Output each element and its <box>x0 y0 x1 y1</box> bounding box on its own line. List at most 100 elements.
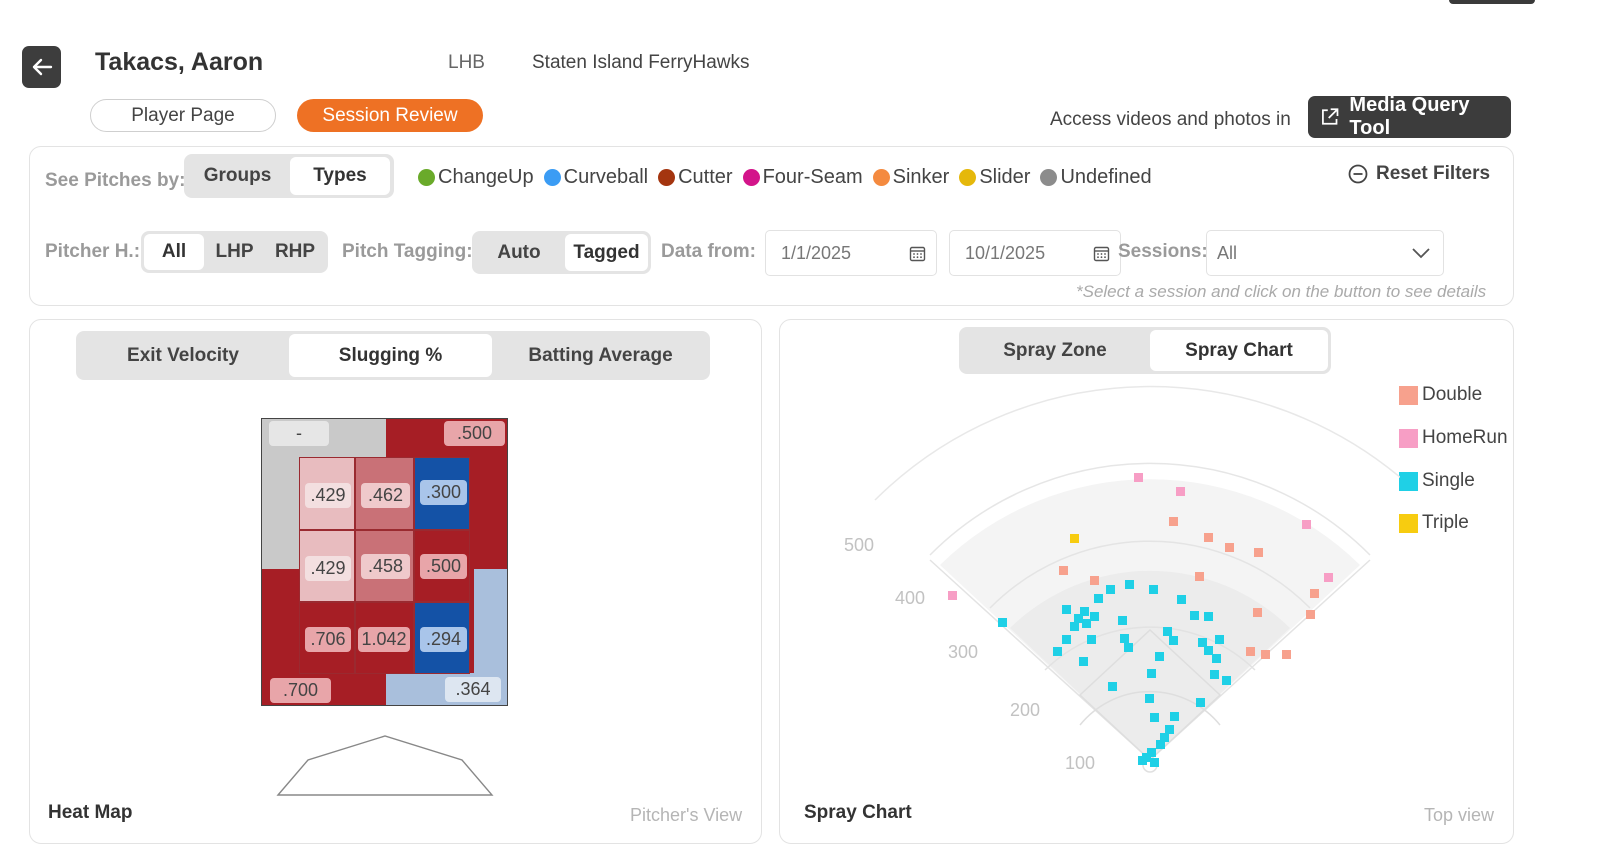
pitch-tagging-auto[interactable]: Auto <box>497 241 541 263</box>
hit-double[interactable] <box>1306 610 1315 619</box>
hit-single[interactable] <box>998 618 1007 627</box>
hit-single[interactable] <box>1145 694 1154 703</box>
curveball-dot-icon <box>543 169 561 186</box>
hit-single[interactable] <box>1169 636 1178 645</box>
hit-single[interactable] <box>1053 647 1062 656</box>
hit-single[interactable] <box>1062 605 1071 614</box>
see-pitches-types[interactable]: Types <box>290 157 390 195</box>
hit-single[interactable] <box>1204 612 1213 621</box>
hit-single[interactable] <box>1124 643 1133 652</box>
pitcher-hand-all[interactable]: All <box>144 234 204 270</box>
hit-single[interactable] <box>1170 712 1179 721</box>
hit-single[interactable] <box>1082 619 1091 628</box>
pitcher-hand-rhp[interactable]: RHP <box>274 241 316 262</box>
hit-homerun[interactable] <box>1134 473 1143 482</box>
hit-single[interactable] <box>1079 657 1088 666</box>
hit-single[interactable] <box>1156 740 1165 749</box>
reset-filters-label: Reset Filters <box>1376 163 1491 184</box>
sessions-select[interactable]: All <box>1206 230 1444 276</box>
reset-filters-button[interactable]: Reset Filters <box>1348 163 1490 185</box>
hit-single[interactable] <box>1062 635 1071 644</box>
legend-cutter[interactable]: Cutter <box>658 166 733 189</box>
hit-single[interactable] <box>1138 756 1147 765</box>
hit-homerun[interactable] <box>1324 573 1333 582</box>
legend-four-seam[interactable]: Four-Seam <box>742 166 863 189</box>
media-query-tool-button[interactable]: Media Query Tool <box>1308 94 1511 139</box>
hit-double[interactable] <box>1246 647 1255 656</box>
hit-single[interactable] <box>1155 652 1164 661</box>
tab-spray-chart[interactable]: Spray Chart <box>1150 330 1328 371</box>
hit-single[interactable] <box>1094 594 1103 603</box>
hit-single[interactable] <box>1118 616 1127 625</box>
hit-single[interactable] <box>1149 585 1158 594</box>
hit-single[interactable] <box>1163 627 1172 636</box>
hit-triple[interactable] <box>1070 534 1079 543</box>
hit-single[interactable] <box>1165 725 1174 734</box>
tab-batting-average[interactable]: Batting Average <box>528 344 673 366</box>
hit-single[interactable] <box>1150 758 1159 767</box>
hit-single[interactable] <box>1198 638 1207 647</box>
zone-label-outer-top-left: - <box>269 421 329 446</box>
hit-single[interactable] <box>1106 585 1115 594</box>
hit-double[interactable] <box>1261 650 1270 659</box>
legend-curveball[interactable]: Curveball <box>543 166 648 189</box>
hit-single[interactable] <box>1090 612 1099 621</box>
legend-sinker[interactable]: Sinker <box>872 166 949 189</box>
hit-single[interactable] <box>1147 669 1156 678</box>
hit-single[interactable] <box>1222 676 1231 685</box>
hit-double[interactable] <box>1254 548 1263 557</box>
hit-double[interactable] <box>1195 572 1204 581</box>
legend-homerun[interactable]: HomeRun <box>1399 427 1508 449</box>
hit-homerun[interactable] <box>1176 487 1185 496</box>
tab-session-review[interactable]: Session Review <box>297 99 483 132</box>
hit-double[interactable] <box>1059 566 1068 575</box>
hit-homerun[interactable] <box>1302 520 1311 529</box>
hit-homerun[interactable] <box>948 591 957 600</box>
calendar-icon[interactable] <box>1093 245 1110 262</box>
legend-triple[interactable]: Triple <box>1399 512 1469 534</box>
calendar-icon[interactable] <box>909 245 926 262</box>
legend-double[interactable]: Double <box>1399 384 1482 406</box>
legend-slider[interactable]: Slider <box>959 166 1030 189</box>
hit-single[interactable] <box>1190 611 1199 620</box>
hit-double[interactable] <box>1090 576 1099 585</box>
hit-single[interactable] <box>1125 580 1134 589</box>
pitcher-hand-lhp[interactable]: LHP <box>215 241 254 262</box>
hit-double[interactable] <box>1225 543 1234 552</box>
hit-single[interactable] <box>1210 670 1219 679</box>
date-to-field[interactable]: 10/1/2025 <box>949 230 1121 276</box>
hit-single[interactable] <box>1070 622 1079 631</box>
date-from-field[interactable]: 1/1/2025 <box>765 230 937 276</box>
hit-single[interactable] <box>1120 634 1129 643</box>
legend-single[interactable]: Single <box>1399 470 1475 492</box>
hit-single[interactable] <box>1177 595 1186 604</box>
hit-single[interactable] <box>1212 654 1221 663</box>
hit-single[interactable] <box>1108 682 1117 691</box>
hit-single[interactable] <box>1147 748 1156 757</box>
hit-single[interactable] <box>1204 646 1213 655</box>
hit-single[interactable] <box>1074 614 1083 623</box>
zone-label-outer-bottom-left: .700 <box>270 678 331 703</box>
tab-player-page[interactable]: Player Page <box>90 99 276 132</box>
see-pitches-groups[interactable]: Groups <box>203 165 272 186</box>
hit-single[interactable] <box>1196 698 1205 707</box>
hit-double[interactable] <box>1310 589 1319 598</box>
pitch-tagging-tagged[interactable]: Tagged <box>565 234 648 271</box>
hit-single[interactable] <box>1150 713 1159 722</box>
player-name: Takacs, Aaron <box>95 48 264 76</box>
legend-changeup[interactable]: ChangeUp <box>418 166 534 189</box>
tab-spray-zone[interactable]: Spray Zone <box>1003 339 1107 361</box>
legend-undefined[interactable]: Undefined <box>1040 166 1152 189</box>
tab-slugging[interactable]: Slugging % <box>289 334 492 377</box>
hit-single[interactable] <box>1160 733 1169 742</box>
hit-double[interactable] <box>1282 650 1291 659</box>
hit-single[interactable] <box>1215 635 1224 644</box>
tab-exit-velocity[interactable]: Exit Velocity <box>127 344 239 366</box>
hit-single[interactable] <box>1080 607 1089 616</box>
hit-double[interactable] <box>1253 608 1262 617</box>
zone-label-1-3: .300 <box>420 480 467 505</box>
hit-double[interactable] <box>1169 517 1178 526</box>
back-button[interactable] <box>22 46 61 88</box>
hit-double[interactable] <box>1204 533 1213 542</box>
hit-single[interactable] <box>1087 635 1096 644</box>
